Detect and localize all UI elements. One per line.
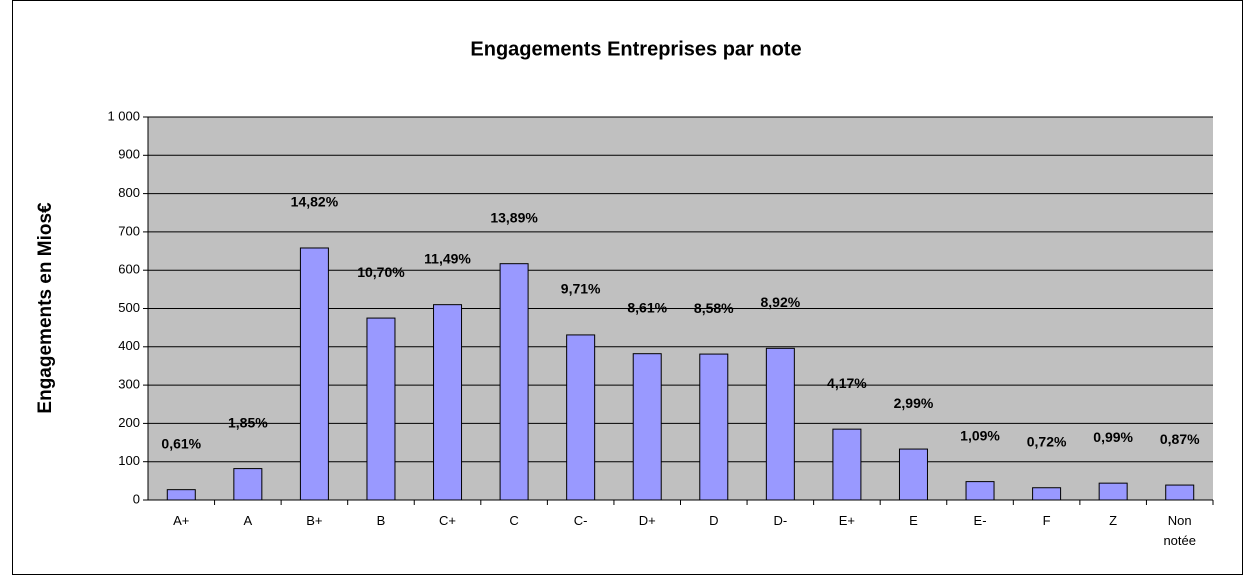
x-tick-label: Non notée	[1163, 513, 1196, 548]
y-tick-label: 800	[118, 185, 140, 200]
x-tick-label: D-	[773, 513, 788, 528]
bar	[233, 468, 263, 501]
bar	[433, 304, 463, 501]
bar-annotation: 11,49%	[424, 250, 471, 266]
bar	[699, 353, 729, 501]
x-tick-label: E-	[973, 513, 987, 528]
bar	[898, 448, 928, 501]
x-tick-label: D	[709, 513, 719, 528]
bar-annotation: 9,71%	[561, 281, 601, 297]
x-tick-label: A+	[173, 513, 190, 528]
bar-annotation: 8,92%	[760, 294, 800, 310]
bar-annotation: 1,09%	[960, 427, 1000, 443]
x-tick-label: B+	[306, 513, 323, 528]
bar	[566, 334, 596, 501]
x-tick-label: B	[376, 513, 386, 528]
bar-annotation: 10,70%	[357, 264, 405, 280]
x-tick-label: C+	[439, 513, 457, 528]
bar-annotation: 1,85%	[228, 414, 268, 430]
y-tick-label: 300	[118, 377, 140, 392]
bar	[965, 481, 995, 501]
x-tick-label: F	[1042, 513, 1051, 528]
x-tick-label: E	[909, 513, 918, 528]
bar-annotation: 8,61%	[627, 299, 667, 315]
x-tick-label: D+	[638, 513, 656, 528]
y-tick-label: 700	[118, 223, 140, 238]
y-tick-label: 100	[118, 453, 140, 468]
y-tick-label: 1 000	[107, 108, 140, 123]
bar-annotation: 0,61%	[161, 435, 201, 451]
bar-annotation: 13,89%	[490, 209, 538, 225]
y-tick-label: 0	[133, 491, 140, 506]
bar	[366, 317, 396, 501]
x-tick-label: Z	[1109, 513, 1118, 528]
bar	[632, 353, 662, 501]
bar	[1165, 484, 1195, 501]
bar-annotation: 4,17%	[827, 375, 867, 391]
chart-title: Engagements Entreprises par note	[470, 38, 801, 60]
bar	[1032, 487, 1062, 501]
y-tick-label: 500	[118, 300, 140, 315]
x-tick-label: C	[509, 513, 519, 528]
bar-annotation: 0,87%	[1160, 431, 1200, 447]
x-tick-label: A	[243, 513, 253, 528]
bar	[765, 347, 795, 501]
x-tick-label: E+	[838, 513, 856, 528]
y-tick-label: 600	[118, 262, 140, 277]
y-tick-label: 900	[118, 147, 140, 162]
y-axis-title: Engagements en Mios€	[35, 202, 56, 414]
y-tick-label: 200	[118, 415, 140, 430]
bar-annotation: 14,82%	[291, 194, 339, 210]
bar	[299, 247, 329, 501]
bar-annotation: 8,58%	[694, 300, 734, 316]
bar-annotation: 0,99%	[1093, 429, 1133, 445]
bar	[1098, 482, 1128, 501]
x-tick-label: C-	[573, 513, 588, 528]
y-tick-label: 400	[118, 338, 140, 353]
bar	[166, 489, 196, 501]
bar	[832, 428, 862, 501]
bar-annotation: 0,72%	[1027, 433, 1067, 449]
bar	[499, 263, 529, 501]
bar-annotation: 2,99%	[894, 395, 934, 411]
